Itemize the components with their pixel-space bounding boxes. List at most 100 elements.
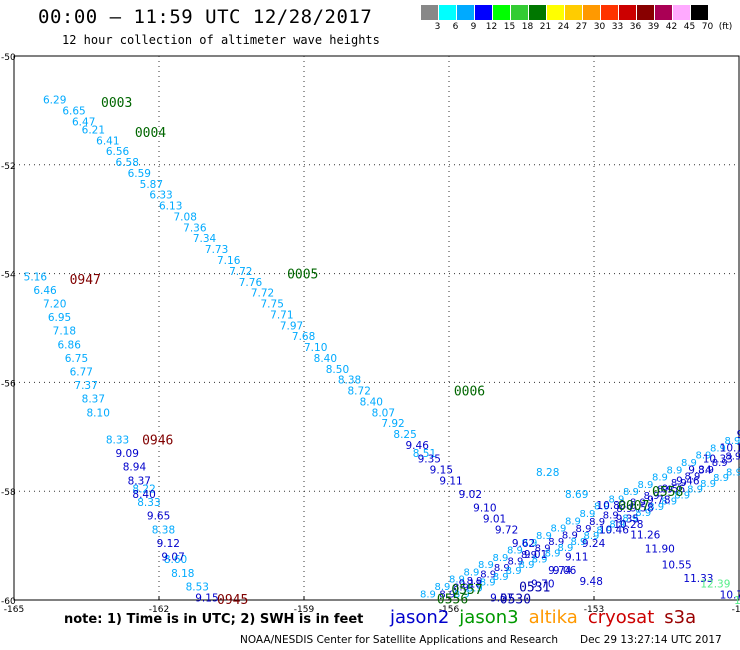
- pass-label: 0947: [70, 273, 101, 288]
- data-point-label: 6.75: [65, 353, 88, 365]
- data-point-label: 7.36: [183, 222, 207, 234]
- data-point-label: 9.46: [676, 475, 700, 487]
- data-point-label: 9.11: [439, 475, 462, 487]
- scale-label: 70: [701, 22, 714, 32]
- scale-label: 24: [557, 22, 570, 32]
- data-point-label: 6.65: [62, 105, 85, 117]
- data-point-label: 9.35: [418, 454, 441, 466]
- x-tick-label: -156: [439, 605, 460, 615]
- data-point-label: 9.65: [147, 511, 170, 523]
- track-mark: 8.9: [710, 443, 726, 454]
- data-point-label: 9.15: [430, 464, 453, 476]
- data-point-label: 9.09: [116, 448, 139, 460]
- data-point-label: 7.76: [239, 277, 263, 289]
- track-mark: 8.9: [725, 452, 740, 463]
- track-mark: 8.9: [622, 514, 638, 525]
- track-mark: 8.9: [609, 520, 625, 531]
- x-tick-label: -153: [584, 605, 604, 615]
- data-point-label: 8.40: [360, 396, 383, 408]
- data-point-label: 8.25: [393, 429, 416, 441]
- data-point-label: 8.18: [171, 568, 194, 580]
- x-tick-label: -159: [294, 605, 315, 615]
- data-point-label: 8.22: [132, 483, 155, 495]
- data-point-label: 10.33: [703, 454, 733, 466]
- scale-label: 21: [539, 22, 552, 32]
- track-mark: 8.9: [570, 537, 586, 548]
- data-point-label: 12.: [734, 595, 740, 607]
- track-mark: 8.9: [681, 458, 697, 469]
- scale-label: 39: [647, 22, 660, 32]
- data-point-label: 9.18: [459, 579, 482, 591]
- data-point-label: 7.16: [217, 255, 241, 267]
- scale-label: 30: [593, 22, 606, 32]
- track-mark: 8.9: [685, 471, 701, 482]
- data-point-label: 8.38: [338, 375, 361, 387]
- data-point-label: 11.90: [645, 543, 675, 555]
- data-point-label: 9.78: [647, 494, 670, 506]
- track-mark: 8.9: [522, 538, 538, 549]
- y-tick-label: -54: [1, 271, 16, 281]
- track-mark: 8.9: [609, 494, 625, 505]
- scale-swatch: [421, 5, 438, 20]
- scale-label: 36: [629, 22, 642, 32]
- track-mark: 8.9: [478, 560, 494, 571]
- track-mark: 8.9: [596, 525, 612, 536]
- data-point-label: 8.37: [128, 475, 151, 487]
- track-mark: 8.9: [616, 504, 632, 515]
- x-tick-label: -15: [732, 605, 740, 615]
- track-mark: 8.9: [713, 473, 729, 484]
- data-point-label: 9.56: [662, 483, 686, 495]
- data-point-label: 9.62: [512, 538, 535, 550]
- track-mark: 8.9: [674, 490, 690, 501]
- data-point-label: 8.60: [164, 554, 187, 566]
- color-scale: 3 6 9 12 15 18 21 24 27 30 33 36 39 42 45 70 (ft): [421, 5, 732, 33]
- legend-item-cryosat: cryosat: [587, 607, 655, 628]
- pass-label: 0945: [217, 593, 248, 608]
- track-mark: 8.9: [644, 491, 660, 502]
- page-title: 00:00 – 11:59 UTC 12/28/2017: [38, 6, 373, 28]
- data-point-label: 8.37: [82, 394, 105, 406]
- data-point-label: 6.47: [72, 116, 95, 128]
- plot-frame: [13, 55, 740, 601]
- data-point-label: 9.24: [582, 538, 606, 550]
- data-point-label: 9.15: [195, 592, 218, 604]
- track-mark: 8.9: [623, 487, 639, 498]
- data-point-label: 7.72: [251, 288, 274, 300]
- page-subtitle: 12 hour collection of altimeter wave hei…: [62, 33, 380, 47]
- scale-label: 27: [575, 22, 588, 32]
- data-point-label: 7.08: [174, 211, 197, 223]
- scale-swatch: [655, 5, 672, 20]
- track-mark: 8.9: [671, 478, 687, 489]
- data-point-label: 7.34: [193, 233, 217, 245]
- scale-label: 18: [521, 22, 534, 32]
- data-point-label: 10.83: [596, 500, 626, 512]
- track-mark: 8.9: [532, 554, 548, 565]
- data-point-label: 6.13: [159, 201, 182, 213]
- track-mark: 8.9: [551, 524, 567, 535]
- data-point-label: 9.46: [406, 440, 430, 452]
- scale-label: 42: [665, 22, 678, 32]
- scale-label: (ft): [718, 22, 733, 32]
- track-mark: 8.9: [494, 563, 510, 574]
- data-point-label: 8.40: [132, 489, 155, 501]
- track-mark: 8.9: [449, 575, 465, 586]
- pass-label: 0004: [135, 126, 166, 141]
- data-point-label: 7.18: [53, 326, 76, 338]
- track-mark: 8.9: [725, 436, 740, 447]
- track-mark: 8.9: [519, 560, 535, 571]
- data-point-label: 6.59: [128, 168, 151, 180]
- track-mark: 8.9: [712, 458, 728, 469]
- data-point-label: 6.33: [149, 190, 172, 202]
- data-point-label: 6.95: [48, 312, 71, 324]
- scale-label: 9: [470, 22, 477, 32]
- track-mark: 8.9: [493, 553, 509, 564]
- satellite-legend: jason2 jason3 altika cryosat s3a: [390, 607, 706, 628]
- track-mark: 8.9: [493, 572, 509, 583]
- data-point-label: 6.58: [116, 157, 139, 169]
- data-point-label: 7.92: [381, 418, 404, 430]
- track-mark: 8.9: [453, 583, 469, 594]
- data-point-label: 7.71: [270, 309, 293, 321]
- data-point-label: 7.37: [74, 380, 97, 392]
- track-mark: 8.9: [521, 550, 537, 561]
